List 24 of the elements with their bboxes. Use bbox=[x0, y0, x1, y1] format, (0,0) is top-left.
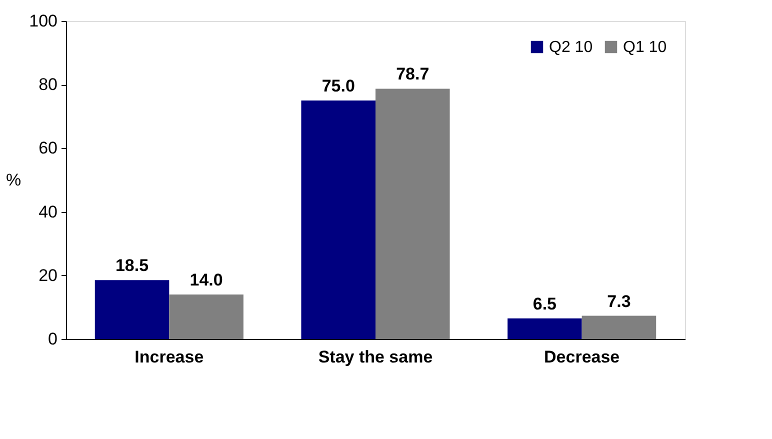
data-label: 75.0 bbox=[322, 76, 355, 96]
legend-label: Q1 10 bbox=[623, 39, 667, 56]
bar bbox=[582, 316, 656, 339]
x-tick-label: Stay the same bbox=[318, 348, 433, 366]
data-label: 18.5 bbox=[115, 256, 149, 276]
data-label: 14.0 bbox=[190, 270, 223, 290]
y-tick-label: 20 bbox=[38, 266, 58, 285]
bar bbox=[94, 280, 170, 339]
y-tick-label: 80 bbox=[38, 75, 58, 94]
bar bbox=[169, 294, 244, 339]
y-tick-label: 40 bbox=[38, 202, 58, 222]
y-tick-label: 100 bbox=[29, 12, 58, 30]
y-tick-label: 60 bbox=[38, 138, 58, 158]
data-label: 7.3 bbox=[607, 292, 631, 311]
bar bbox=[301, 100, 376, 339]
bar bbox=[508, 318, 582, 339]
legend-label: Q2 10 bbox=[549, 39, 593, 56]
x-tick-label: Increase bbox=[134, 348, 204, 366]
data-label: 6.5 bbox=[532, 294, 557, 314]
bar bbox=[376, 88, 450, 339]
y-axis-title: % bbox=[6, 170, 22, 190]
x-tick-label: Decrease bbox=[544, 348, 620, 366]
data-label: 78.7 bbox=[396, 64, 430, 84]
y-tick-label: 0 bbox=[48, 330, 58, 348]
